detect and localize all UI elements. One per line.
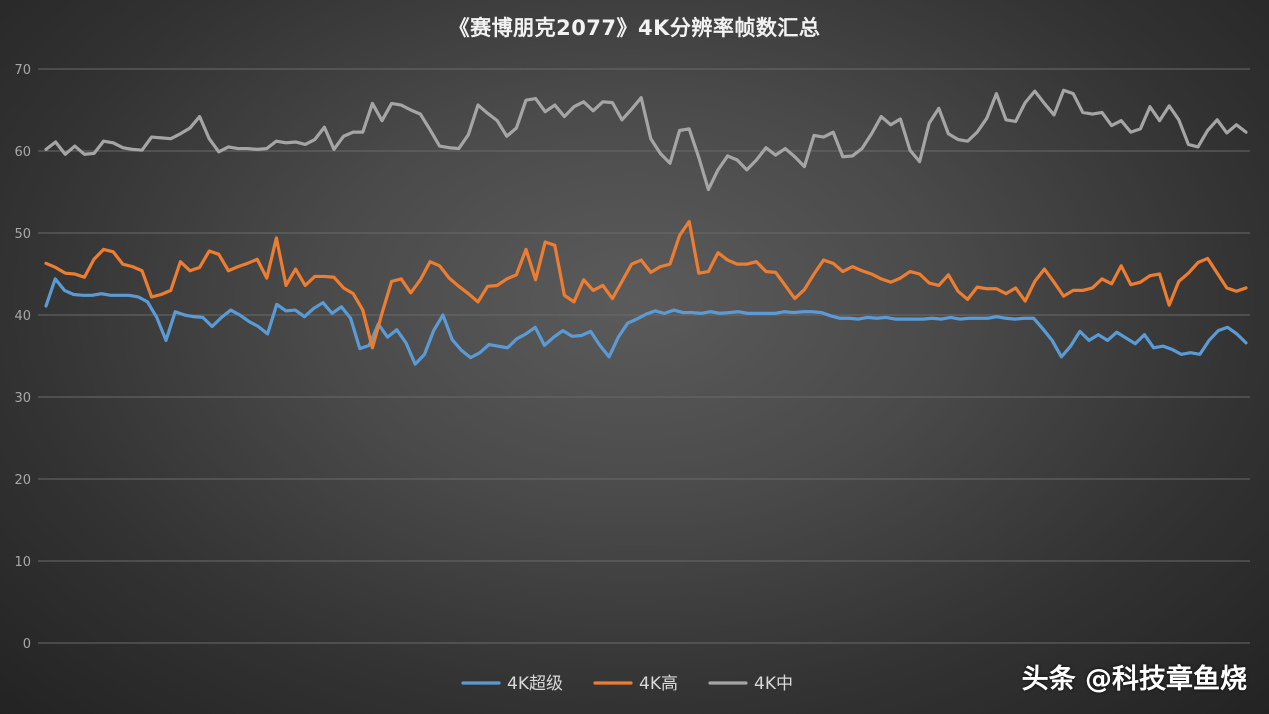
gridlines: [38, 68, 1250, 644]
series-lines: [44, 88, 1248, 366]
y-tick-label: 60: [14, 145, 31, 160]
y-tick-label: 0: [23, 637, 31, 652]
chart-title: 《赛博朋克2077》4K分辨率帧数汇总: [448, 16, 821, 40]
legend: 4K超级 4K高 4K中: [461, 674, 793, 694]
y-tick-label: 10: [14, 555, 31, 570]
y-tick-label: 50: [14, 227, 31, 242]
series-line-1: [44, 277, 1248, 366]
y-tick-label: 30: [14, 391, 31, 406]
legend-label-3: 4K中: [754, 674, 793, 694]
legend-label-2: 4K高: [639, 674, 678, 694]
watermark: 头条 @科技章鱼烧: [1021, 664, 1247, 695]
series-line-2: [44, 219, 1248, 350]
y-tick-label: 40: [14, 309, 31, 324]
y-axis-ticks: 0 10 20 30 40 50 60 70: [14, 63, 31, 652]
series-line-3: [44, 88, 1248, 192]
y-tick-label: 70: [14, 63, 31, 78]
legend-label-1: 4K超级: [507, 674, 563, 694]
y-tick-label: 20: [14, 473, 31, 488]
